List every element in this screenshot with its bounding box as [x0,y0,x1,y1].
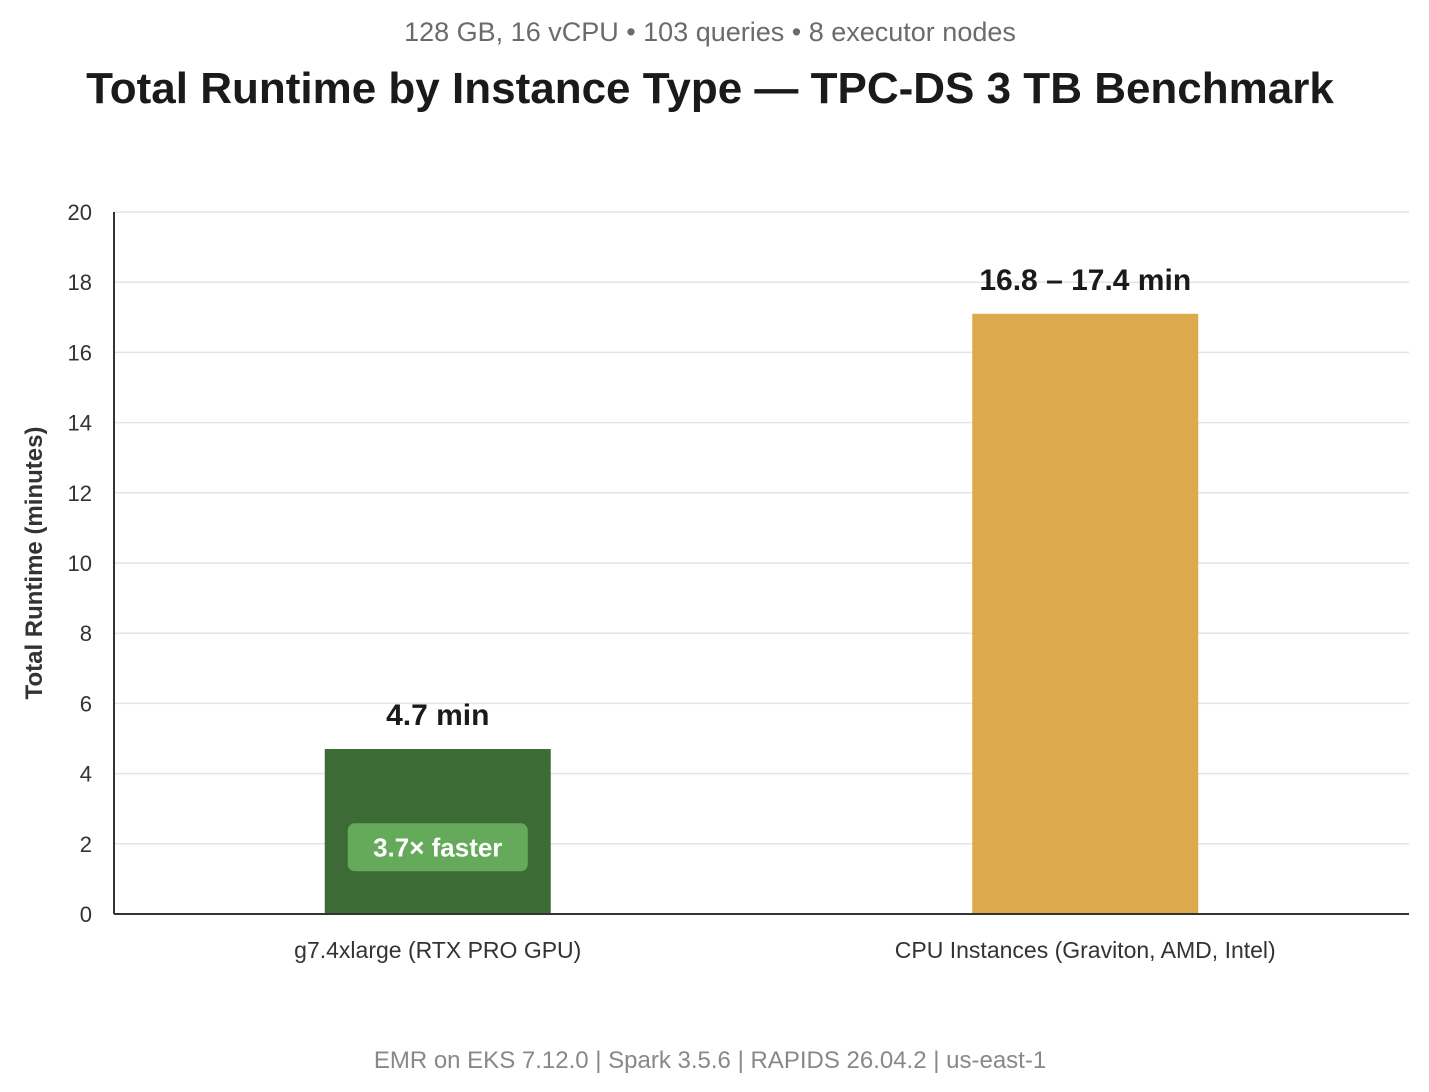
data-label-1: 16.8 – 17.4 min [979,264,1191,297]
speedup-badge [347,823,528,872]
gridlines [114,211,1409,845]
speedup-badge-text: 3.7× faster [373,832,502,862]
y-tick-label: 12 [68,481,92,506]
y-tick-label: 8 [80,621,92,646]
y-tick-label: 6 [80,691,92,716]
y-axis-ticks: 0 2 4 6 8 10 12 14 16 18 20 [68,200,92,927]
y-tick-label: 20 [68,200,92,225]
y-tick-label: 14 [68,411,92,436]
chart-subtitle: 128 GB, 16 vCPU • 103 queries • 8 execut… [404,17,1016,47]
y-tick-label: 4 [80,762,92,787]
bar-1 [972,313,1199,914]
chart-footer: EMR on EKS 7.12.0 | Spark 3.5.6 | RAPIDS… [374,1047,1046,1074]
y-tick-label: 2 [80,832,92,857]
y-tick-label: 0 [80,902,92,927]
data-label-0: 4.7 min [386,699,489,732]
y-tick-label: 16 [68,340,92,365]
y-axis-label: Total Runtime (minutes) [21,427,48,700]
chart-title: Total Runtime by Instance Type — TPC-DS … [86,64,1334,113]
x-axis-categories: g7.4xlarge (RTX PRO GPU) CPU Instances (G… [294,937,1276,963]
category-label-1: CPU Instances (Graviton, AMD, Intel) [895,937,1276,963]
category-label-0: g7.4xlarge (RTX PRO GPU) [294,937,581,963]
data-labels: 4.7 min 16.8 – 17.4 min 3.7× faster [347,264,1191,872]
y-tick-label: 10 [68,551,92,576]
y-tick-label: 18 [68,270,92,295]
